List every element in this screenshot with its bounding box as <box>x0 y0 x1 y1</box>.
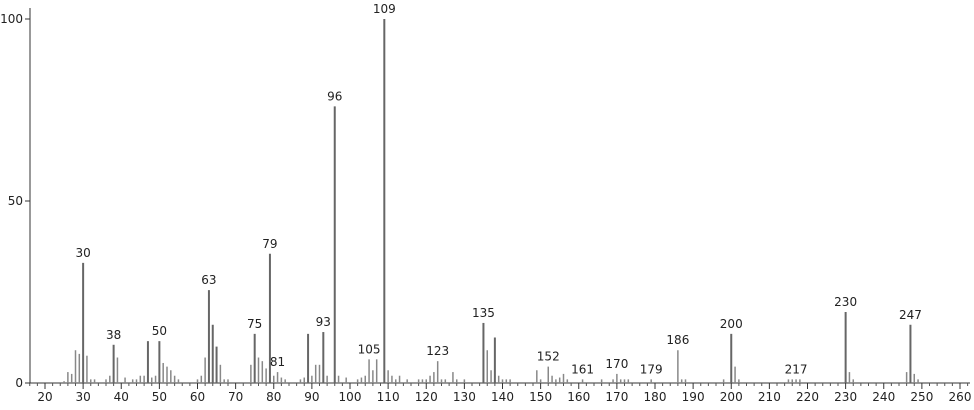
x-tick-label: 150 <box>529 390 552 404</box>
peak-label: 38 <box>106 328 121 342</box>
x-tick-label: 110 <box>377 390 400 404</box>
x-tick-label: 180 <box>644 390 667 404</box>
peak-label: 105 <box>358 342 381 356</box>
peak-label: 230 <box>834 295 857 309</box>
x-tick-label: 170 <box>605 390 628 404</box>
x-tick-label: 240 <box>872 390 895 404</box>
peak-label: 186 <box>666 333 689 347</box>
x-tick-label: 220 <box>796 390 819 404</box>
y-tick-label: 100 <box>0 12 23 26</box>
x-tick-label: 50 <box>152 390 167 404</box>
peak-label: 247 <box>899 308 922 322</box>
x-tick-label: 250 <box>910 390 933 404</box>
x-tick-label: 230 <box>834 390 857 404</box>
peak-label: 217 <box>785 362 808 376</box>
x-tick-label: 200 <box>720 390 743 404</box>
x-tick-label: 140 <box>491 390 514 404</box>
peak-label: 179 <box>640 362 663 376</box>
x-tick-label: 210 <box>758 390 781 404</box>
peak-label: 93 <box>316 315 331 329</box>
x-tick-label: 90 <box>304 390 319 404</box>
x-tick-label: 100 <box>339 390 362 404</box>
peak-label: 81 <box>270 355 285 369</box>
peak-label: 109 <box>373 2 396 16</box>
x-tick-label: 190 <box>682 390 705 404</box>
y-tick-label: 0 <box>15 376 23 390</box>
peak-label: 63 <box>201 273 216 287</box>
peak-bars <box>63 19 919 383</box>
x-tick-label: 260 <box>949 390 972 404</box>
x-tick-label: 30 <box>75 390 90 404</box>
x-tick-label: 80 <box>266 390 281 404</box>
peak-label: 79 <box>262 237 277 251</box>
peak-label: 96 <box>327 89 342 103</box>
peak-label: 50 <box>152 324 167 338</box>
peak-labels: 30 38 50 63 75 79 81 93 96 105 109 123 135 152 161 170 1… <box>75 2 921 376</box>
peak-label: 30 <box>75 246 90 260</box>
x-tick-label: 70 <box>228 390 243 404</box>
x-tick-label: 120 <box>415 390 438 404</box>
x-tick-label: 60 <box>190 390 205 404</box>
peak-label: 75 <box>247 317 262 331</box>
x-tick-label: 160 <box>567 390 590 404</box>
peak-label: 135 <box>472 306 495 320</box>
x-tick-label: 40 <box>114 390 129 404</box>
x-tick-label: 130 <box>453 390 476 404</box>
peak-label: 170 <box>605 357 628 371</box>
y-tick-label: 50 <box>8 194 23 208</box>
axes: 20 30 40 50 60 70 80 90 100 110 120 130 140 150 160 170… <box>0 8 972 404</box>
peak-label: 200 <box>720 317 743 331</box>
peak-label: 123 <box>426 344 449 358</box>
peak-label: 161 <box>571 362 594 376</box>
peak-label: 152 <box>537 350 560 364</box>
x-tick-label: 20 <box>37 390 52 404</box>
